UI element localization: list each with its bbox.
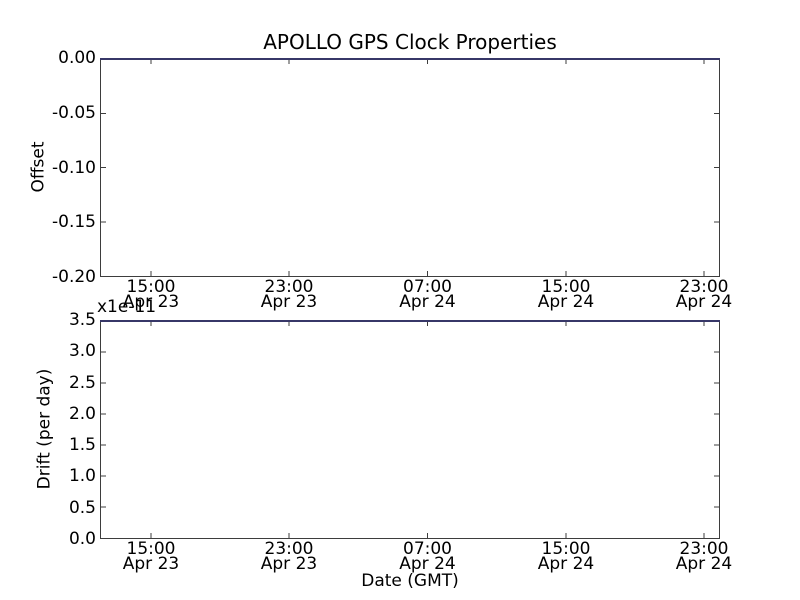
y-tick-marks-left [101,112,106,223]
y-tick-marks-left [101,351,106,508]
xtick-time: 15:00 [541,277,591,297]
xtick-date: Apr 24 [675,554,733,574]
xtick-time: 23:00 [264,539,314,559]
y-tick-marks-right [714,112,719,223]
drift-plot-tick-marks [101,321,719,538]
drift-xtick-label: 15:00 Apr 24 [521,539,611,574]
xtick-date: Apr 24 [537,292,595,312]
drift-ytick-label: 2.0 [68,403,96,424]
drift-xtick-label: 15:00 Apr 23 [106,539,196,574]
drift-ytick-label: 0.5 [68,497,96,518]
xtick-date: Apr 24 [537,554,595,574]
drift-xtick-label: 23:00 Apr 24 [659,539,749,574]
xtick-time: 15:00 [126,539,176,559]
offset-plot-area [100,57,720,277]
drift-ytick-label: 3.5 [68,310,96,330]
x-tick-marks-top [150,321,705,326]
xtick-time: 15:00 [541,539,591,559]
offset-plot-tick-marks [101,59,719,276]
xtick-date: Apr 24 [399,292,456,312]
offset-xtick-label: 15:00 Apr 23 [106,277,196,312]
offset-data-line [100,57,720,60]
xtick-time: 23:00 [264,277,314,297]
drift-ytick-label: 1.5 [68,435,96,456]
xtick-date: Apr 24 [675,292,733,312]
offset-xtick-label: 23:00 Apr 23 [244,277,334,312]
offset-xtick-label: 15:00 Apr 24 [521,277,611,312]
xtick-time: 07:00 [403,539,452,559]
x-axis-label: Date (GMT) [361,571,459,591]
xtick-date: Apr 23 [260,292,318,312]
xtick-time: 23:00 [679,277,729,297]
y-tick-marks-right [714,351,719,508]
drift-xtick-label: 07:00 Apr 24 [383,539,473,574]
offset-xtick-label: 23:00 Apr 24 [659,277,749,312]
drift-ytick-label: 0.0 [68,529,96,549]
chart-title: APOLLO GPS Clock Properties [263,30,557,54]
x-tick-marks-top [150,59,705,64]
xtick-date: Apr 23 [122,292,180,312]
drift-plot-area [100,319,720,539]
offset-ytick-label: -0.05 [52,102,96,123]
x-tick-marks-bottom [150,271,705,276]
drift-xtick-label: 23:00 Apr 23 [244,539,334,574]
xtick-date: Apr 24 [399,554,456,574]
xtick-time: 23:00 [679,539,729,559]
drift-ytick-label: 3.0 [68,341,96,362]
offset-ytick-label: 0.00 [58,48,96,68]
drift-axis-multiplier: x1e-11 [97,297,157,317]
xtick-time: 15:00 [126,277,176,297]
offset-ytick-label: -0.15 [52,212,96,232]
offset-ytick-label: -0.10 [52,157,96,178]
drift-data-line [100,319,720,322]
xtick-time: 07:00 [403,277,452,297]
offset-ytick-label: -0.20 [52,267,96,287]
xtick-date: Apr 23 [260,554,318,574]
offset-xtick-label: 07:00 Apr 24 [383,277,473,312]
x-tick-marks-bottom [150,533,705,538]
drift-ytick-label: 1.0 [68,466,96,487]
drift-ytick-label: 2.5 [68,372,96,393]
xtick-date: Apr 23 [122,554,180,574]
